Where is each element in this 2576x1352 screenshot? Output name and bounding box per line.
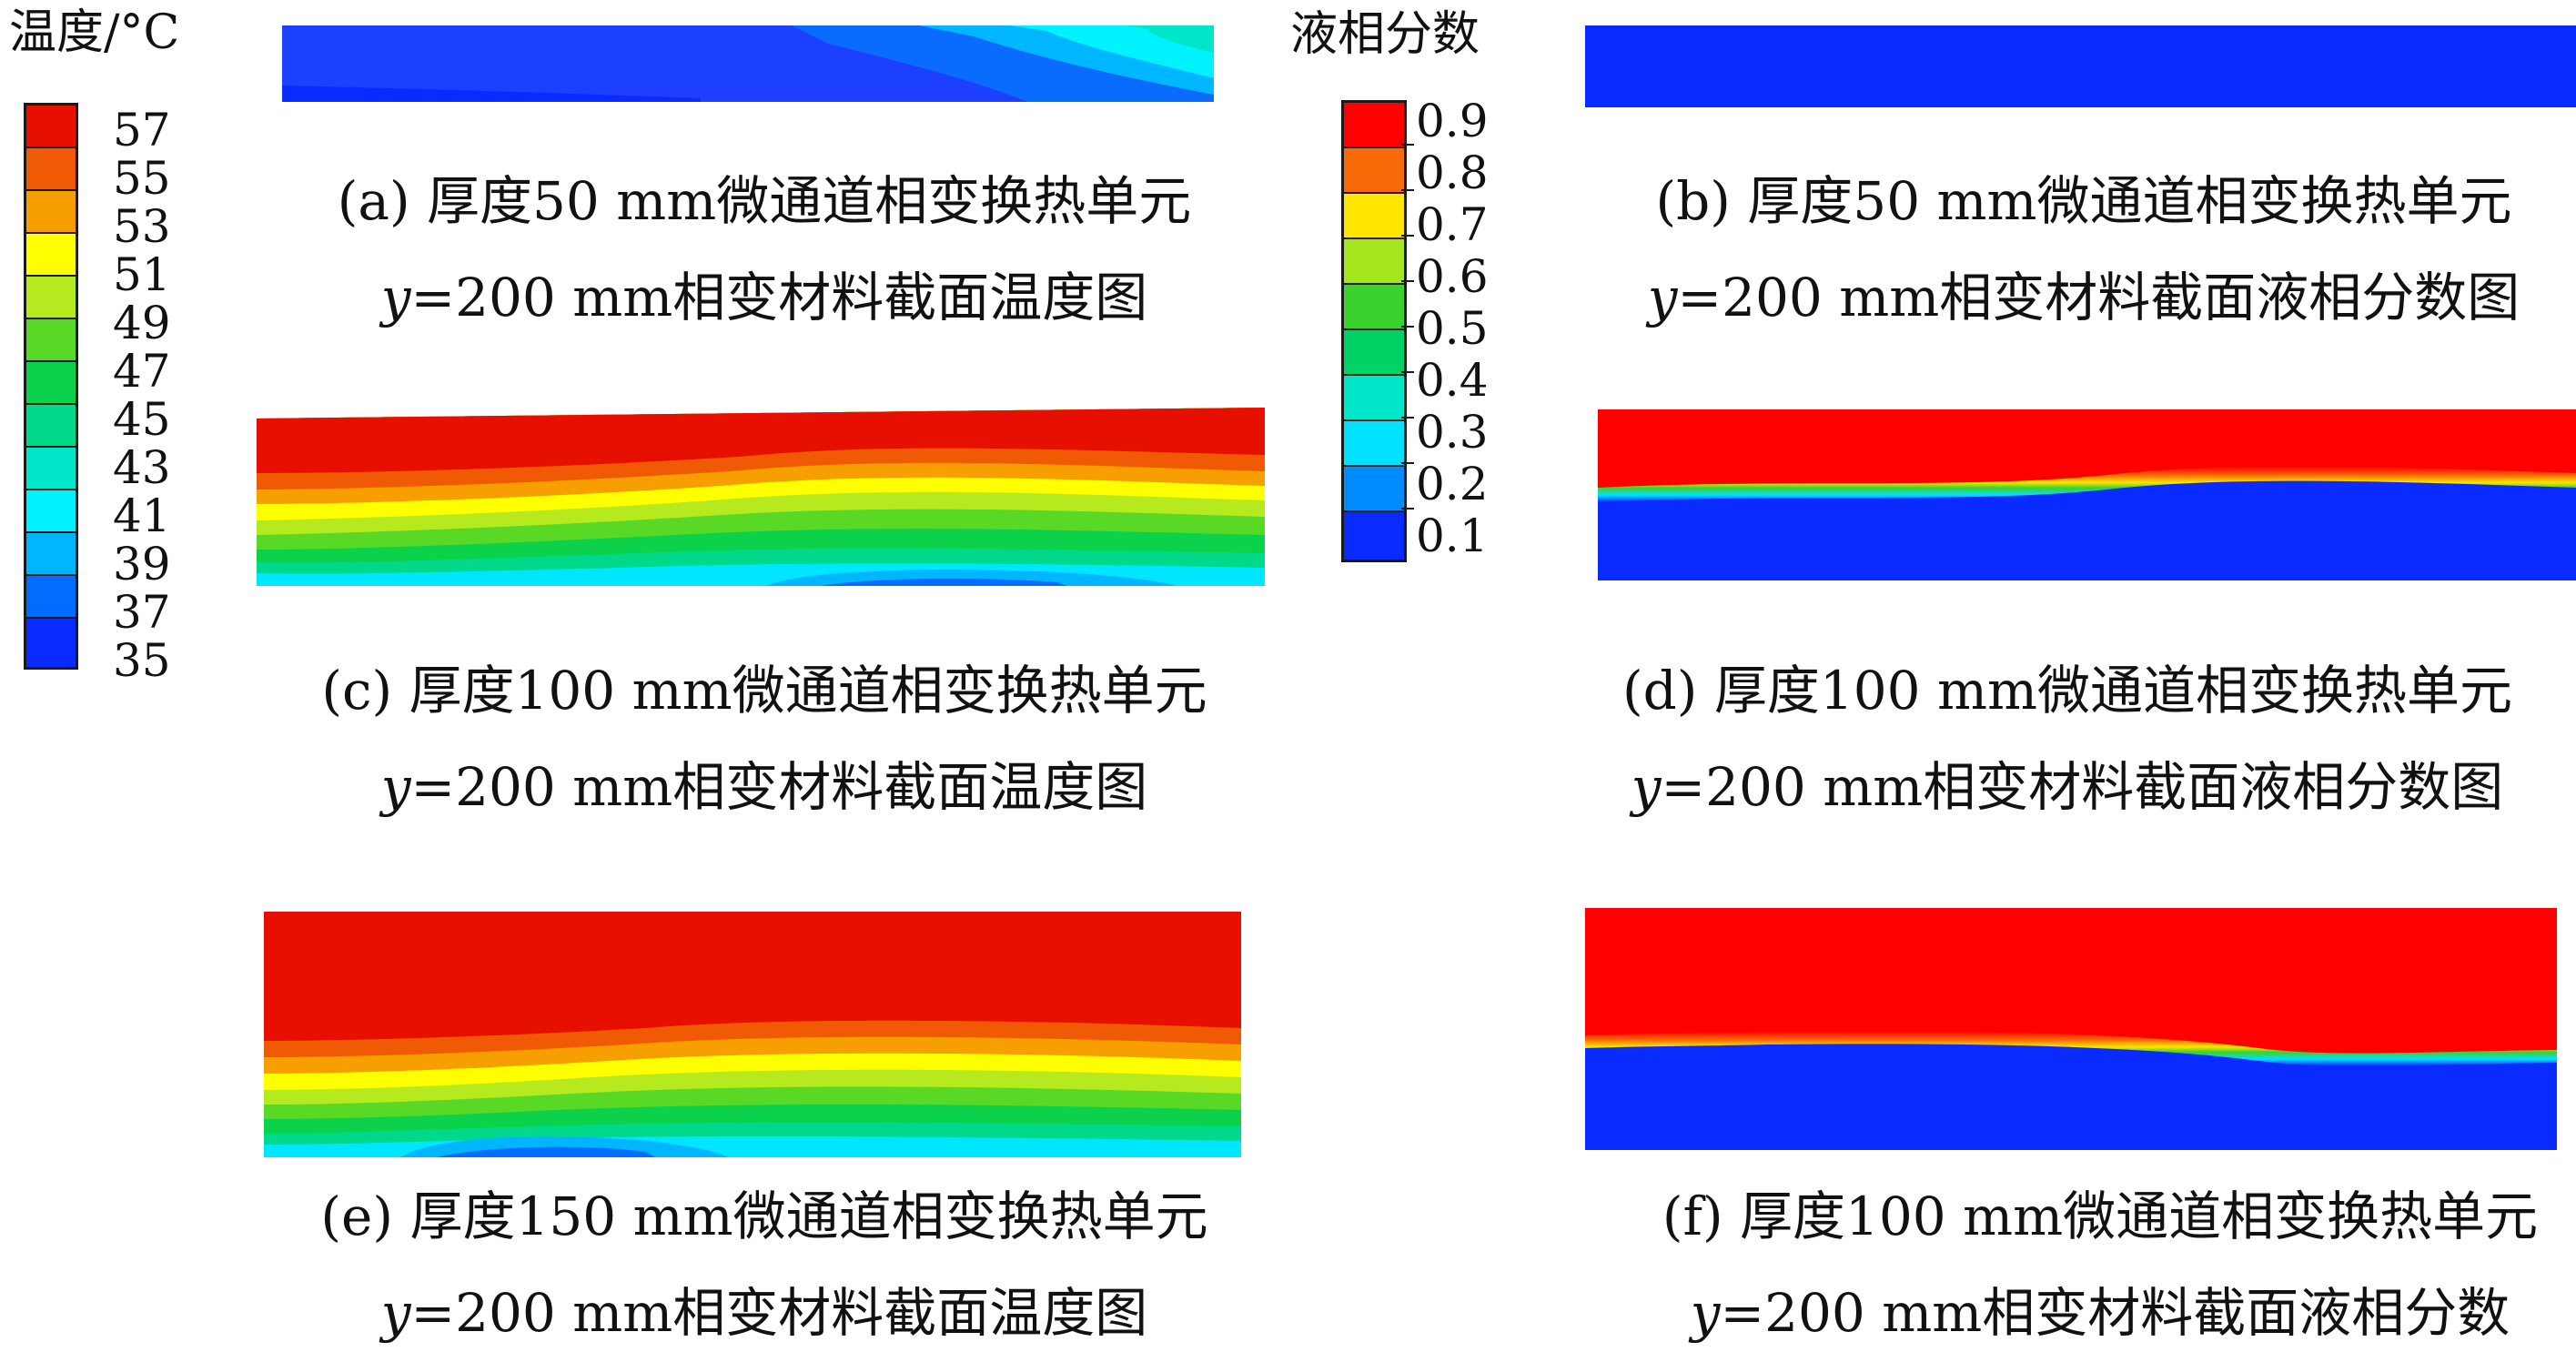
caption-e: (e) 厚度150 mm微通道相变换热单元 y=200 mm相变材料截面温度图 [264,1190,1265,1339]
temp-label-51: 51 [113,248,171,301]
temp-swatch-5 [26,277,76,319]
caption-c-line1: (c) 厚度100 mm微通道相变换热单元 [321,660,1207,721]
temp-swatch-3 [26,191,76,234]
caption-b-line1: (b) 厚度50 mm微通道相变换热单元 [1655,170,2512,232]
temp-label-57: 57 [113,104,171,156]
frac-swatch-1 [1344,103,1404,148]
caption-a-line2: =200 mm相变材料截面温度图 [410,267,1148,328]
frac-label-0.4: 0.4 [1416,354,1489,407]
frac-label-0.1: 0.1 [1416,510,1489,562]
temp-label-47: 47 [113,345,171,398]
caption-e-line1: (e) 厚度150 mm微通道相变换热单元 [320,1186,1208,1247]
caption-f-line1: (f) 厚度100 mm微通道相变换热单元 [1662,1186,2539,1247]
temp-label-43: 43 [113,441,171,494]
frac-label-0.3: 0.3 [1416,406,1489,459]
contour-panel-c [257,408,1265,586]
frac-swatch-4 [1344,239,1404,285]
caption-f: (f) 厚度100 mm微通道相变换热单元 y=200 mm相变材料截面液相分数 [1600,1190,2576,1339]
caption-e-line2: =200 mm相变材料截面温度图 [410,1282,1148,1344]
frac-label-0.8: 0.8 [1416,146,1489,199]
frac-swatch-7 [1344,376,1404,421]
frac-swatch-3 [1344,194,1404,239]
temp-label-41: 41 [113,489,171,542]
temp-swatch-6 [26,319,76,362]
frac-swatch-10 [1344,512,1404,560]
frac-swatch-9 [1344,467,1404,512]
temp-swatch-7 [26,362,76,405]
temperature-legend-title: 温度/°C [9,5,180,60]
contour-panel-d [1598,409,2576,580]
temp-swatch-2 [26,148,76,191]
temp-label-53: 53 [113,200,171,253]
temp-swatch-4 [26,234,76,277]
caption-c: (c) 厚度100 mm微通道相变换热单元 y=200 mm相变材料截面温度图 [264,664,1265,813]
frac-swatch-6 [1344,330,1404,376]
caption-a: (a) 厚度50 mm微通道相变换热单元 y=200 mm相变材料截面温度图 [264,175,1265,324]
caption-c-line2: =200 mm相变材料截面温度图 [410,756,1148,818]
caption-f-var: y [1690,1282,1721,1344]
caption-d-line2: =200 mm相变材料截面液相分数图 [1661,756,2504,818]
caption-a-line1: (a) 厚度50 mm微通道相变换热单元 [337,170,1192,232]
fraction-legend-title: 液相分数 [1290,7,1480,62]
frac-label-0.7: 0.7 [1416,198,1489,251]
temp-label-39: 39 [113,538,171,590]
caption-c-var: y [380,756,411,818]
temp-label-45: 45 [113,393,171,446]
frac-swatch-8 [1344,421,1404,467]
caption-d-var: y [1631,756,1662,818]
caption-b-var: y [1647,267,1678,328]
temp-swatch-9 [26,448,76,490]
temp-swatch-10 [26,490,76,533]
temp-swatch-11 [26,533,76,576]
temp-swatch-13 [26,619,76,667]
caption-a-var: y [380,267,411,328]
frac-label-0.9: 0.9 [1416,95,1489,147]
temp-swatch-1 [26,106,76,148]
caption-b: (b) 厚度50 mm微通道相变换热单元 y=200 mm相变材料截面液相分数图 [1583,175,2576,324]
temperature-colorbar [24,103,78,670]
temp-label-35: 35 [113,634,171,687]
contour-panel-f [1585,908,2557,1150]
caption-e-var: y [380,1282,411,1344]
frac-label-0.6: 0.6 [1416,250,1489,303]
frac-label-0.2: 0.2 [1416,458,1489,510]
caption-f-line2: =200 mm相变材料截面液相分数 [1720,1282,2510,1344]
contour-panel-b [1585,25,2576,107]
caption-b-line2: =200 mm相变材料截面液相分数图 [1677,267,2520,328]
temp-label-49: 49 [113,297,171,349]
contour-panel-a [282,25,1214,102]
frac-swatch-2 [1344,148,1404,194]
caption-d: (d) 厚度100 mm微通道相变换热单元 y=200 mm相变材料截面液相分数… [1567,664,2568,813]
frac-label-0.5: 0.5 [1416,302,1489,355]
caption-d-line1: (d) 厚度100 mm微通道相变换热单元 [1622,660,2512,721]
contour-panel-e [264,912,1241,1157]
temp-label-55: 55 [113,152,171,205]
temp-swatch-8 [26,405,76,448]
fraction-colorbar [1341,100,1407,562]
frac-swatch-5 [1344,285,1404,330]
temp-label-37: 37 [113,586,171,639]
temp-swatch-12 [26,576,76,619]
